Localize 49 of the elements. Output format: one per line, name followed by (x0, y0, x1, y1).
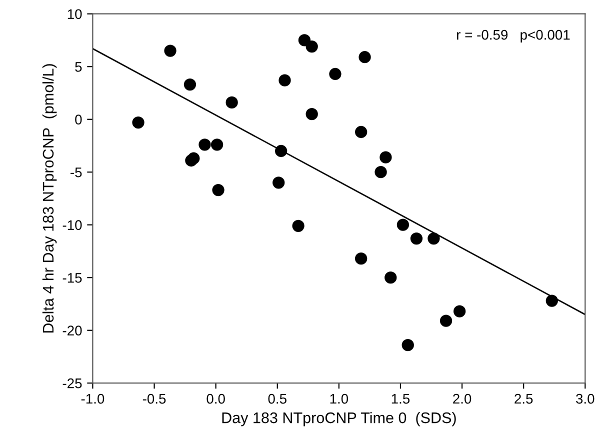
point (306, 108, 318, 120)
y-tick-label: -15 (62, 273, 82, 283)
point (132, 116, 144, 129)
point (396, 218, 410, 231)
x-tick-label: 2.5 (514, 394, 533, 404)
y-tick-label: 0 (75, 114, 82, 125)
point (292, 220, 304, 232)
point (454, 305, 466, 318)
y-tick-label: -25 (62, 378, 82, 388)
point (184, 78, 196, 91)
point (164, 44, 176, 57)
point (380, 151, 392, 164)
point (306, 40, 318, 53)
point (358, 51, 371, 64)
point (374, 166, 387, 178)
x-tick-label: 2.0 (453, 394, 472, 404)
point (546, 294, 558, 307)
x-tick-label: 1.5 (392, 394, 410, 404)
point (355, 126, 368, 138)
point (274, 144, 288, 158)
annotation: r = -0.59 p<0.001 (457, 30, 570, 42)
y-tick-label: 5 (75, 62, 82, 72)
y-tick-label: -5 (70, 168, 82, 178)
x-tick-label: -1.0 (81, 394, 104, 404)
point (272, 176, 285, 189)
point (188, 152, 200, 164)
x-tick-label: 3.0 (576, 394, 594, 404)
point (212, 184, 224, 196)
point (428, 232, 440, 245)
point (384, 272, 397, 284)
y-tick-label: -20 (62, 326, 82, 336)
point (210, 138, 224, 151)
x-tick-label: 1.0 (330, 394, 348, 404)
y-tick-label: -10 (62, 220, 82, 230)
point (198, 138, 211, 151)
x-axis-title: Day 183 NTproCNP Time 0 (SDS) (222, 412, 456, 426)
x-tick-label: 0.0 (206, 394, 225, 404)
point (355, 252, 368, 265)
y-axis-title: Delta 4 hr Day 183 NTproCNP (pmol/L) (42, 64, 57, 332)
x-tick-label: -0.5 (142, 394, 166, 404)
point (440, 314, 452, 327)
x-tick-label: 0.5 (268, 394, 286, 404)
point (402, 339, 414, 352)
y-tick-label: 10 (68, 9, 82, 20)
point (298, 34, 311, 46)
point (329, 68, 342, 80)
point (278, 74, 291, 86)
point (226, 96, 238, 109)
point (410, 232, 423, 245)
